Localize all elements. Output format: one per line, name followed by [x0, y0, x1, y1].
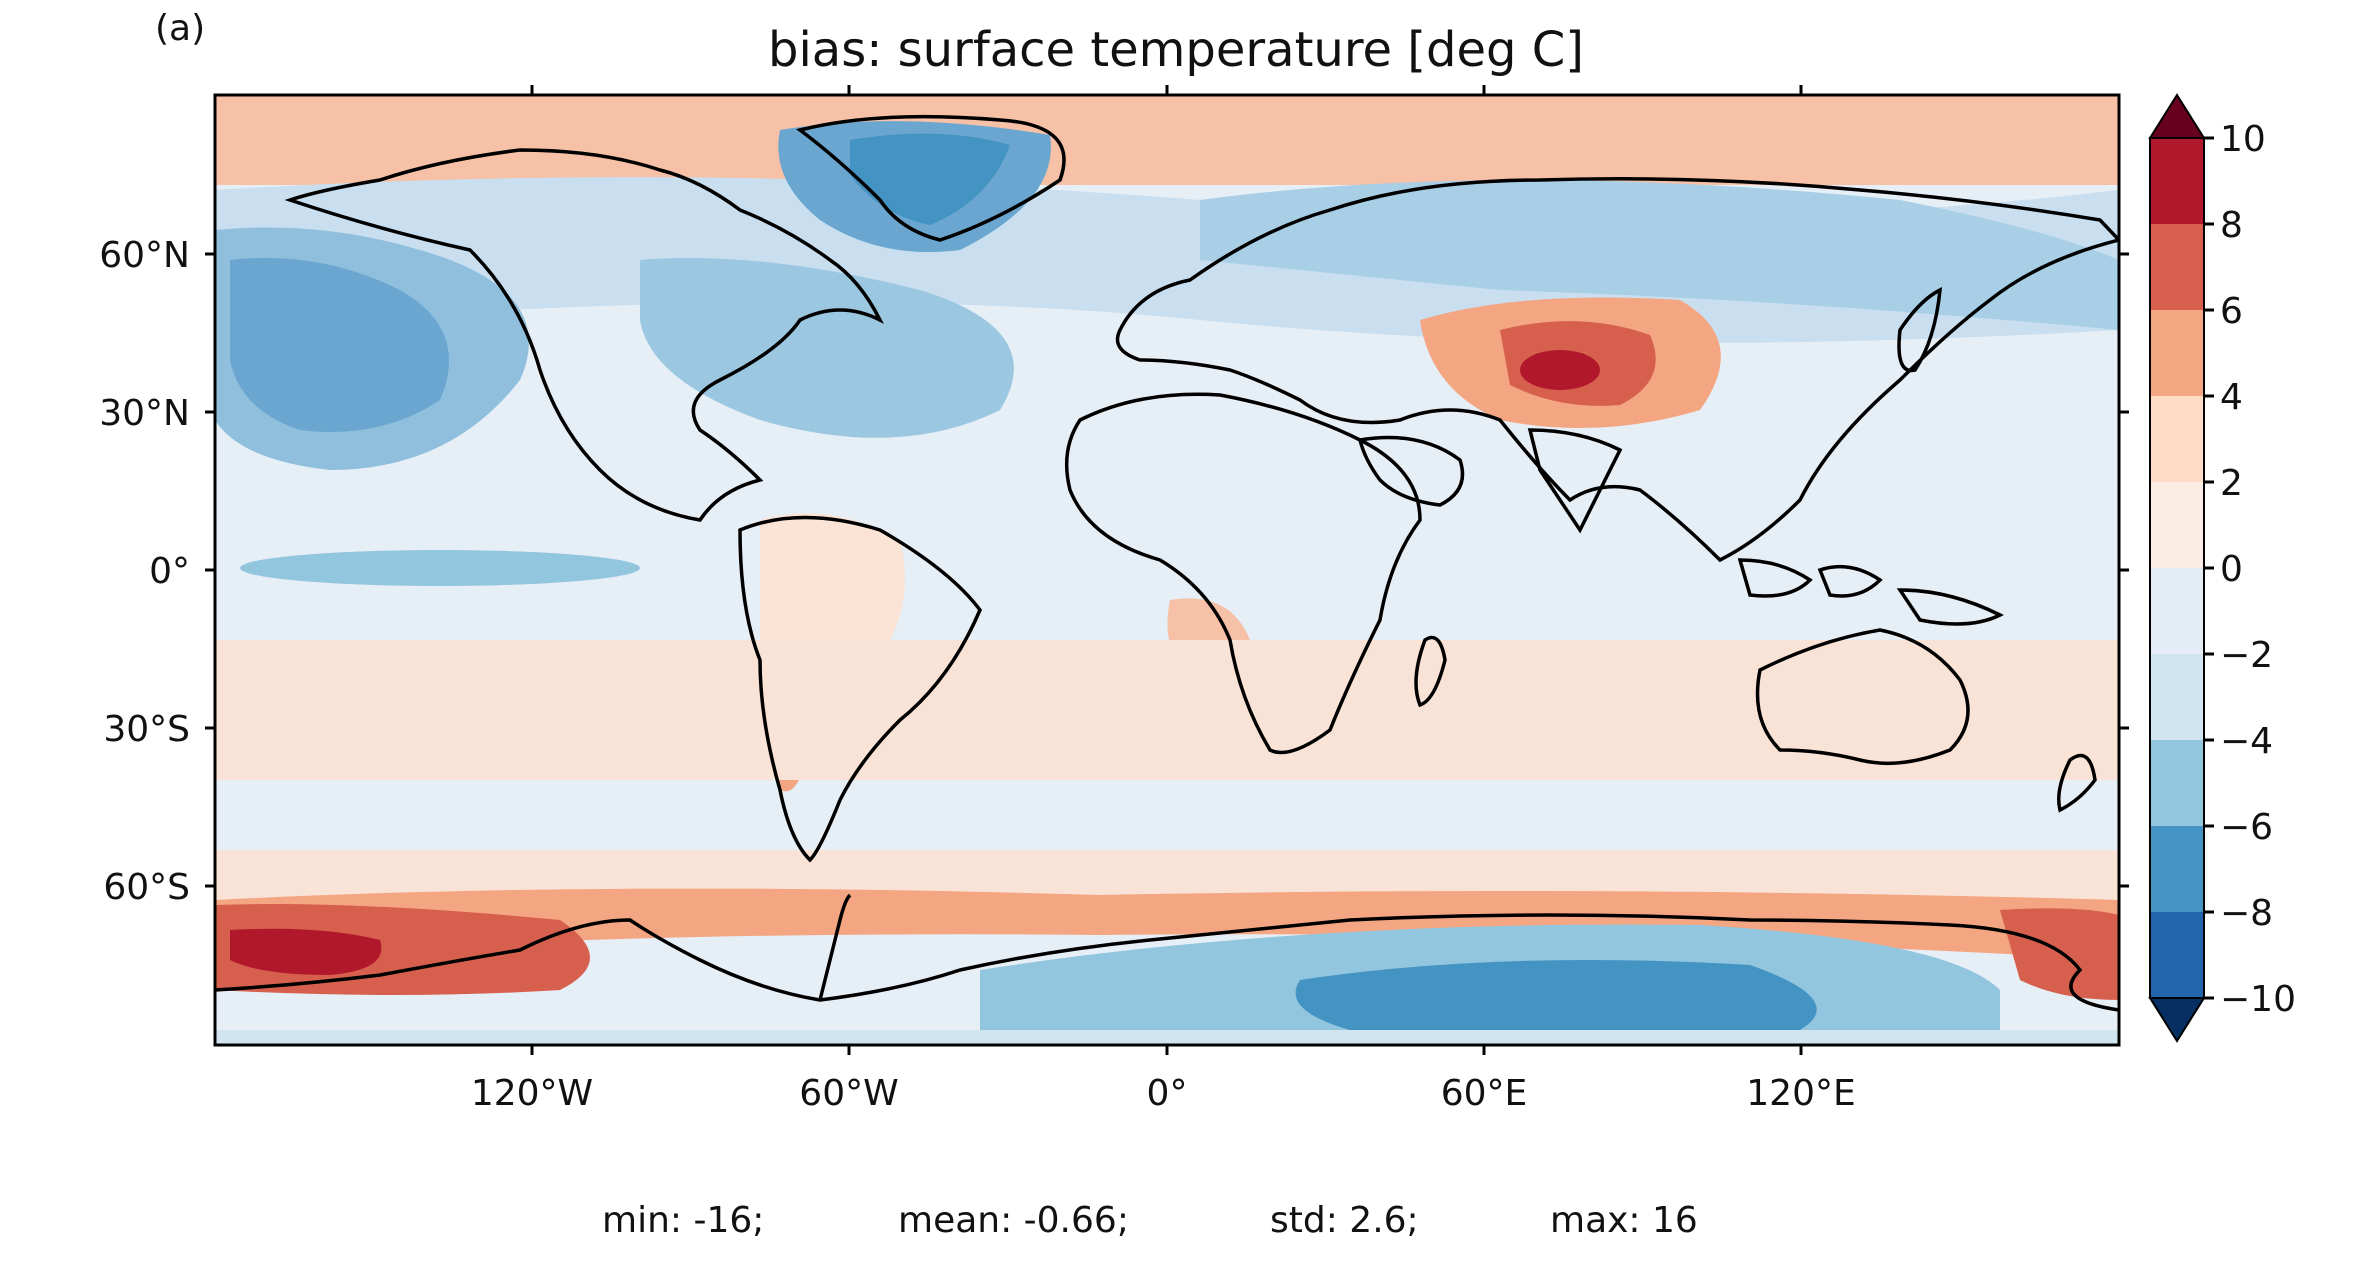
colorbar-segment — [2150, 568, 2204, 654]
panel-label: (a) — [155, 8, 206, 49]
colorbar-tick-label: −6 — [2220, 807, 2273, 848]
y-tick-label: 0° — [149, 551, 190, 592]
y-tick-label: 30°N — [99, 393, 190, 434]
colorbar-segment — [2150, 224, 2204, 310]
y-tick-label: 30°S — [103, 709, 190, 750]
colorbar-tick-label: 4 — [2220, 377, 2243, 418]
y-tick-label: 60°N — [99, 235, 190, 276]
colorbar-tick-label: 6 — [2220, 291, 2243, 332]
colorbar-tick-label: 10 — [2220, 119, 2266, 160]
x-tick-label: 60°E — [1441, 1073, 1528, 1114]
colorbar-segment — [2150, 740, 2204, 826]
colorbar-segment — [2150, 912, 2204, 998]
colorbar-segment — [2150, 138, 2204, 224]
colorbar-segment — [2150, 396, 2204, 482]
stat-std: std: 2.6; — [1270, 1200, 1419, 1241]
colorbar-extend-max — [2148, 93, 2206, 139]
x-tick-label: 60°W — [799, 1073, 898, 1114]
colorbar-tick-label: 8 — [2220, 205, 2243, 246]
colorbar-segment — [2150, 482, 2204, 568]
coastlines — [215, 114, 2119, 1012]
y-ticks — [205, 252, 2129, 888]
colorbar-segment — [2150, 826, 2204, 912]
stat-mean: mean: -0.66; — [898, 1200, 1129, 1241]
colorbar-segment — [2150, 310, 2204, 396]
colorbar-extend-min — [2148, 997, 2206, 1043]
stat-max: max: 16 — [1550, 1200, 1698, 1241]
colorbar-tick-label: 0 — [2220, 549, 2243, 590]
colorbar-tick-label: −4 — [2220, 721, 2273, 762]
y-tick-label: 60°S — [103, 867, 190, 908]
colorbar-tick-label: −10 — [2220, 979, 2296, 1020]
colorbar-tick-label: 2 — [2220, 463, 2243, 504]
x-tick-label: 120°E — [1746, 1073, 1855, 1114]
colorbar-segment — [2150, 654, 2204, 740]
x-ticks — [530, 85, 1803, 1055]
colorbar-tick-label: −8 — [2220, 893, 2273, 934]
bias-field — [215, 95, 2119, 1045]
colorbar-tick-label: −2 — [2220, 635, 2273, 676]
map-title: bias: surface temperature [deg C] — [768, 22, 1584, 78]
colorbar: 10 8 6 4 2 0 −2 −4 −6 −8 −10 — [2148, 93, 2296, 1043]
x-tick-label: 0° — [1147, 1073, 1188, 1114]
stat-min: min: -16; — [602, 1200, 765, 1241]
x-tick-label: 120°W — [471, 1073, 593, 1114]
